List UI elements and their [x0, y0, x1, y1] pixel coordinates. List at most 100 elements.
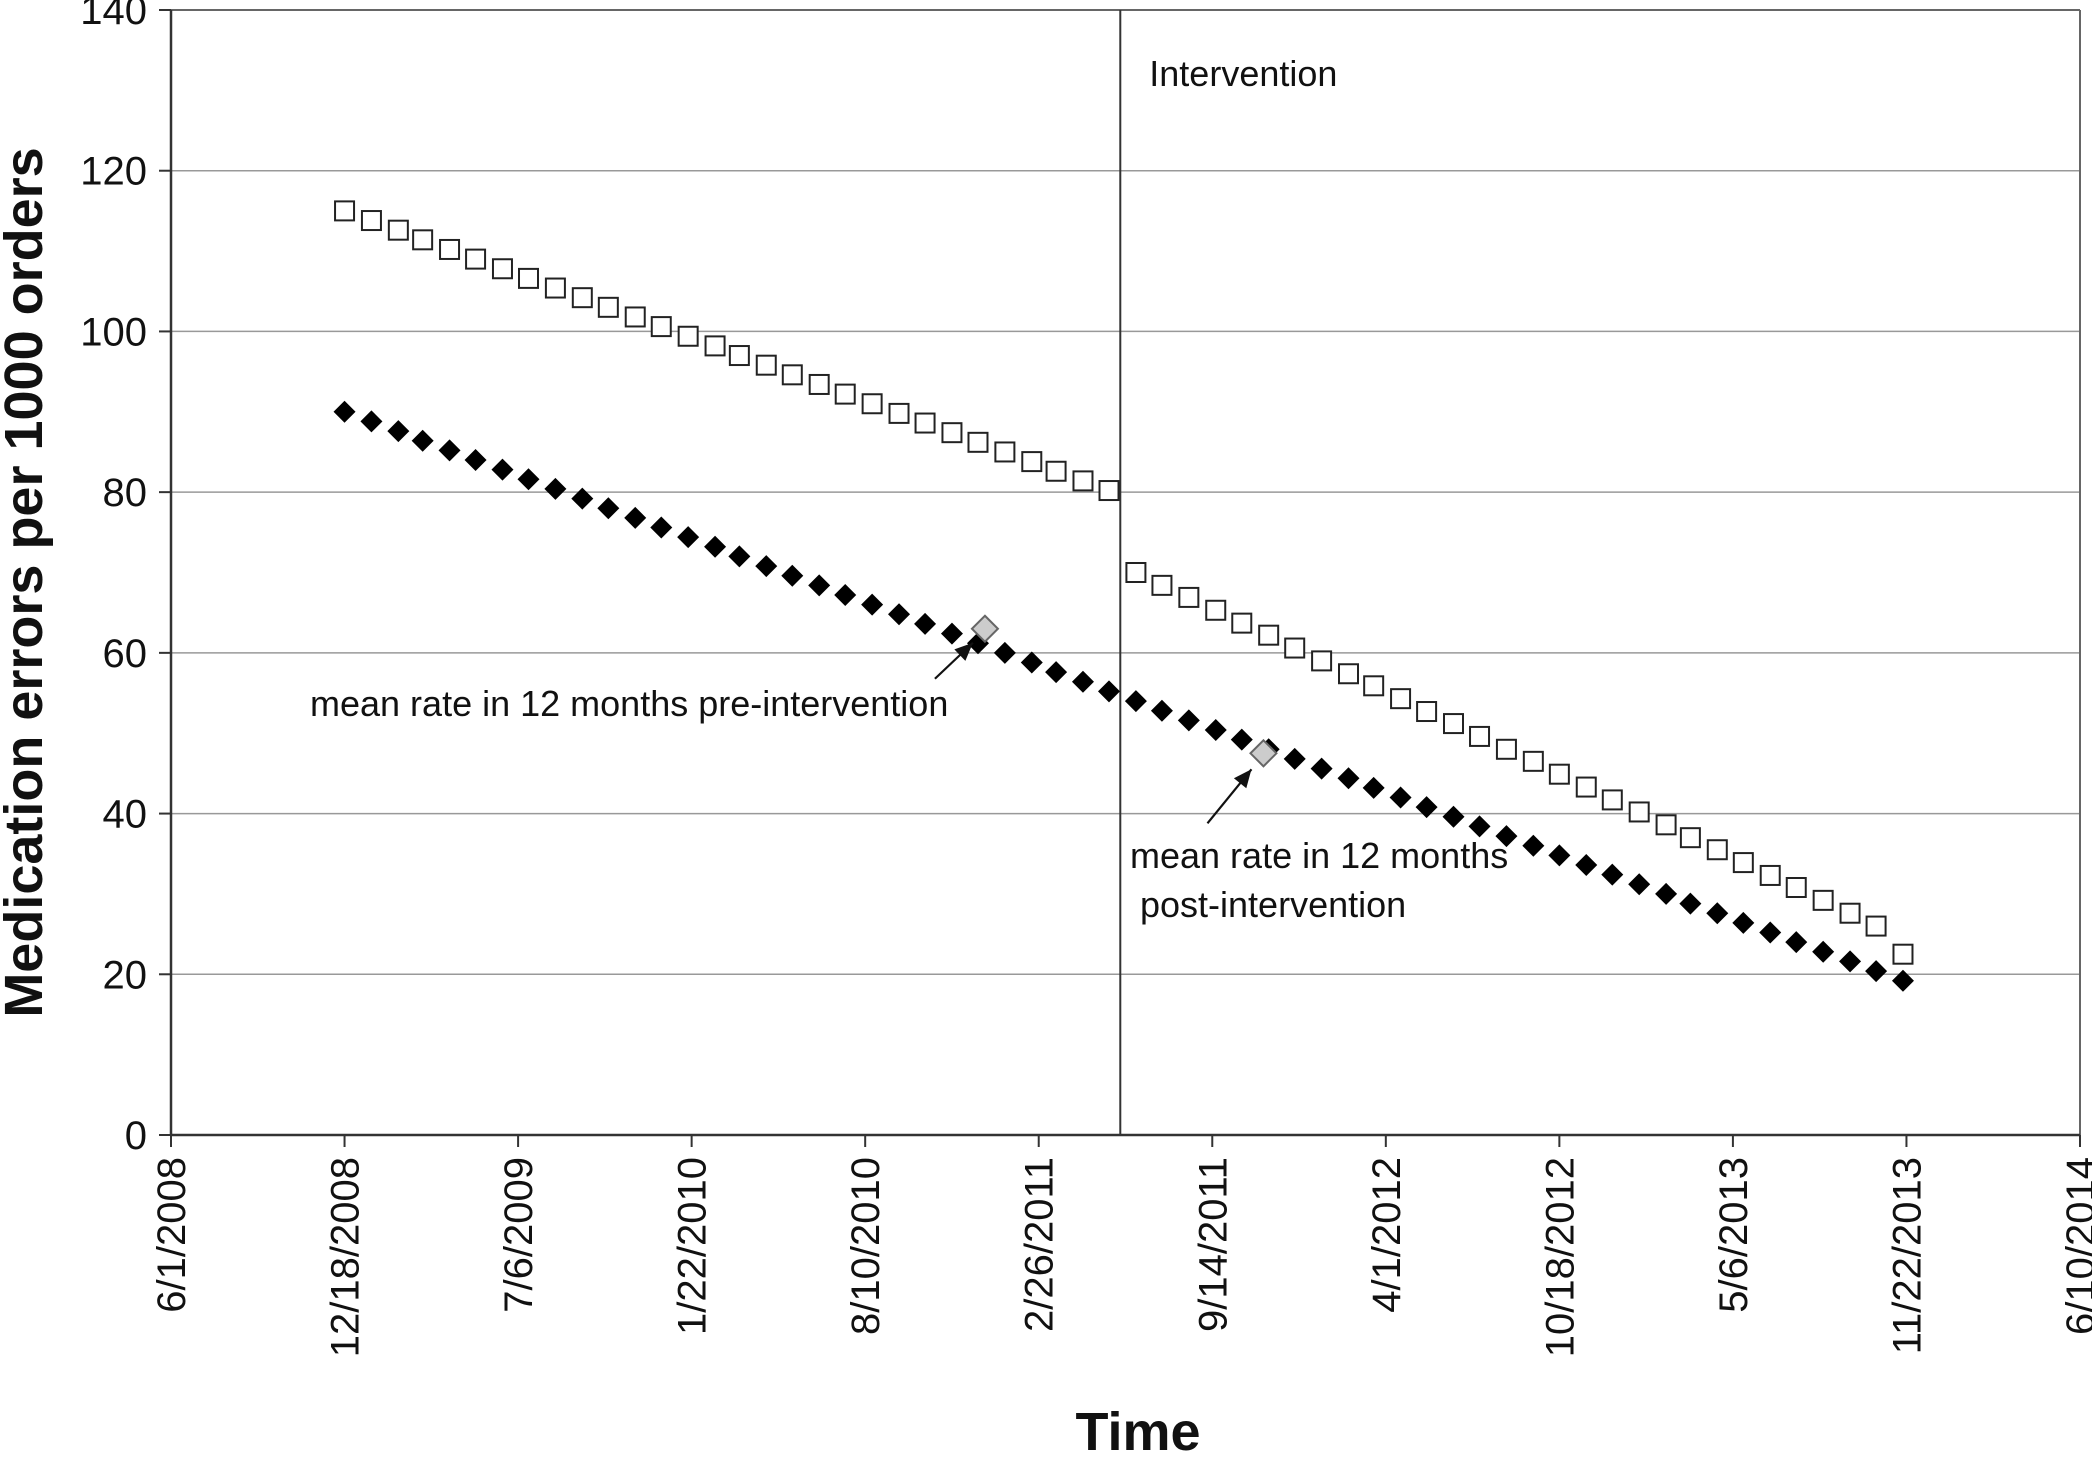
- series-1-square-point: [1338, 663, 1360, 685]
- series-layer: [333, 200, 1914, 992]
- x-tick-label: 4/1/2012: [1365, 1157, 1409, 1313]
- series-2-diamond-point: [1839, 950, 1862, 973]
- y-tick-label: 80: [103, 471, 148, 515]
- series-1-square-point: [1785, 877, 1807, 898]
- pre-mean-label: mean rate in 12 months pre-intervention: [310, 683, 948, 724]
- mean-point-2: [1249, 738, 1278, 768]
- series-1-square-point: [597, 296, 619, 318]
- series-1-square-point: [1125, 562, 1147, 583]
- series-1-square-point: [650, 316, 672, 338]
- series-2-diamond-point: [1785, 931, 1808, 954]
- series-2-diamond-point: [728, 545, 751, 568]
- series-2-diamond-point: [1495, 825, 1518, 848]
- series-1-square-point: [1575, 776, 1597, 798]
- series-1-square-point: [1284, 637, 1306, 659]
- series-1-square-point: [1522, 750, 1544, 772]
- series-2-diamond-point: [1045, 661, 1068, 684]
- series-2-diamond-point: [1389, 786, 1412, 809]
- series-1-square-point: [1759, 864, 1781, 886]
- series-1-square-point: [1443, 713, 1465, 735]
- series-1-square-point: [624, 306, 646, 328]
- x-tick-label: 6/10/2014: [2059, 1157, 2092, 1335]
- series-1-square-point: [994, 441, 1016, 463]
- series-2-diamond-point: [704, 535, 727, 558]
- y-tick-label: 60: [103, 632, 148, 676]
- y-tick-label: 120: [80, 150, 147, 194]
- series-1-square-point: [1045, 460, 1067, 482]
- x-tick-label: 6/1/2008: [150, 1157, 194, 1313]
- series-1-square-point: [704, 335, 726, 357]
- series-1-square-point: [1258, 624, 1280, 646]
- intervention-layer: Intervention: [1119, 10, 1337, 1135]
- series-2-diamond-point: [1706, 902, 1729, 925]
- series-2-diamond-point: [438, 439, 461, 462]
- series-1-square-point: [491, 258, 513, 280]
- series-2-diamond-point: [1442, 805, 1465, 828]
- series-1-square-point: [544, 277, 566, 299]
- series-2-diamond-point: [1283, 747, 1306, 770]
- series-1-square-point: [465, 248, 487, 270]
- series-2-diamond-point: [650, 516, 673, 539]
- grid-layer: [171, 9, 2080, 976]
- series-1-square-point: [861, 393, 883, 415]
- y-tick-label: 100: [80, 310, 147, 354]
- x-tick-label: 7/6/2009: [497, 1157, 541, 1313]
- x-tick-label: 11/22/2013: [1885, 1157, 1929, 1354]
- series-2-diamond-point: [1337, 767, 1360, 790]
- series-1-square-point: [439, 238, 461, 260]
- series-1-square-point: [1021, 451, 1043, 473]
- series-1-square-point: [914, 412, 936, 434]
- series-1-square-point: [1706, 839, 1728, 861]
- y-tick-label: 40: [103, 793, 148, 837]
- series-1-square-point: [834, 383, 856, 405]
- series-2-diamond-point: [861, 593, 884, 616]
- series-2-diamond-point: [1071, 670, 1094, 693]
- series-1-square-point: [412, 229, 434, 251]
- x-tick-label: 10/18/2012: [1538, 1157, 1582, 1357]
- series-2-diamond-point: [491, 458, 514, 481]
- series-1-square-point: [1390, 688, 1412, 710]
- series-2-diamond-point: [1548, 844, 1571, 867]
- series-2-diamond-point: [834, 584, 857, 606]
- series-2-diamond-point: [1098, 680, 1121, 703]
- series-1-square-point: [1495, 738, 1517, 760]
- series-2-diamond-point: [808, 574, 831, 597]
- post-mean-label-line-1: mean rate in 12 months: [1130, 835, 1508, 876]
- series-1-square-point: [755, 354, 777, 376]
- series-1-square-point: [571, 287, 593, 309]
- series-2-diamond-point: [597, 497, 620, 520]
- series-1-square-point: [781, 364, 803, 386]
- annotation-layer: mean rate in 12 months pre-intervention m…: [310, 641, 1508, 925]
- series-2-diamond-point: [333, 400, 356, 423]
- series-2-diamond-point: [1655, 882, 1678, 905]
- series-2-diamond-point: [1124, 690, 1147, 713]
- x-tick-label: 8/10/2010: [844, 1157, 888, 1335]
- x-tick-label: 5/6/2013: [1712, 1157, 1756, 1313]
- series-1-square-point: [1812, 889, 1834, 911]
- y-tick-label: 0: [125, 1114, 147, 1158]
- series-2-diamond-point: [993, 641, 1016, 664]
- series-1-square-point: [1679, 827, 1701, 849]
- x-tick-label: 1/22/2010: [671, 1157, 715, 1335]
- series-2-diamond-point: [517, 468, 540, 491]
- series-1-square-point: [1655, 814, 1677, 836]
- series-1-square-point: [1205, 599, 1227, 621]
- series-1-square-point: [677, 325, 699, 347]
- series-2-diamond-point: [677, 526, 700, 549]
- series-1-square-point: [1892, 943, 1914, 965]
- x-tick-label: 2/26/2011: [1018, 1157, 1062, 1332]
- series-1-square-point: [1098, 480, 1120, 502]
- series-2-diamond-point: [1204, 719, 1227, 741]
- series-2-diamond-point: [411, 429, 434, 452]
- series-2-diamond-point: [1628, 873, 1651, 896]
- x-axis-title: Time: [1075, 1402, 1200, 1458]
- series-2-diamond-point: [360, 410, 383, 433]
- series-1-square-point: [1839, 902, 1861, 924]
- x-tick-label: 12/18/2008: [324, 1157, 368, 1357]
- series-2-diamond-point: [914, 612, 937, 635]
- series-1-square-point: [1231, 612, 1253, 634]
- series-2-diamond-point: [1812, 940, 1835, 963]
- series-2-diamond-point: [755, 555, 778, 578]
